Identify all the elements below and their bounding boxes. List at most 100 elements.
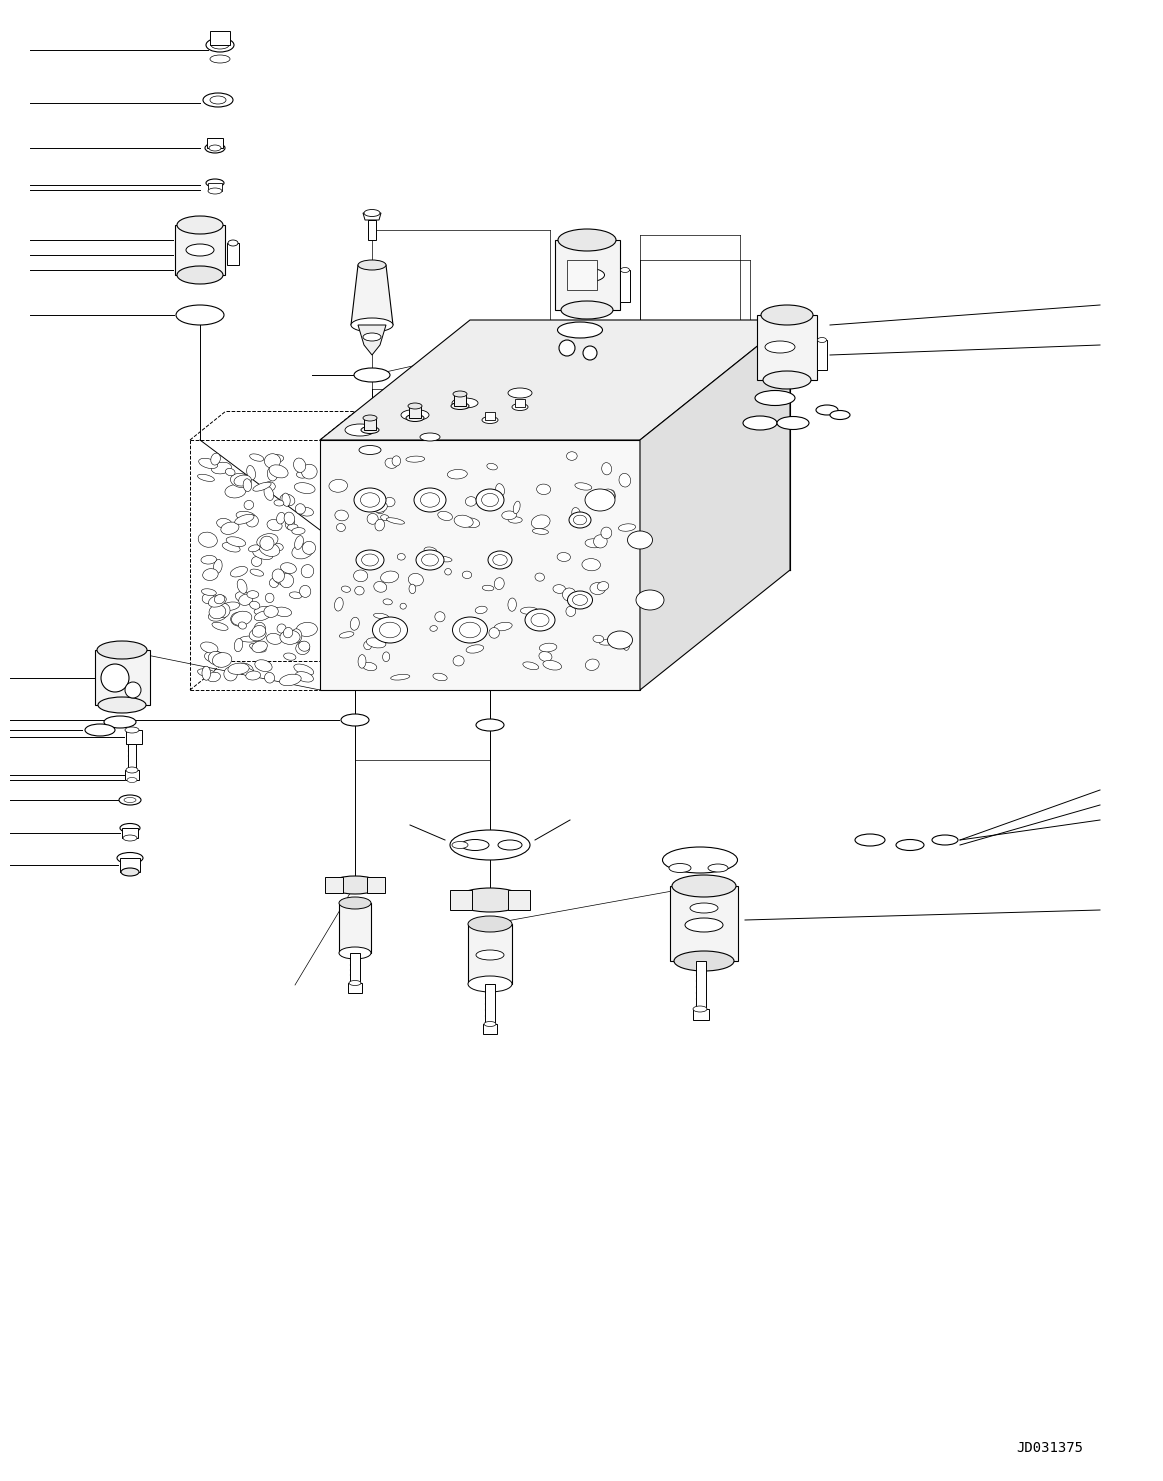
Ellipse shape <box>508 598 516 612</box>
Ellipse shape <box>363 415 377 421</box>
Ellipse shape <box>237 579 247 594</box>
Circle shape <box>101 663 129 692</box>
Ellipse shape <box>338 897 371 909</box>
Ellipse shape <box>98 698 147 712</box>
Ellipse shape <box>572 508 580 518</box>
Ellipse shape <box>264 486 273 501</box>
Ellipse shape <box>523 662 538 669</box>
Ellipse shape <box>120 823 140 832</box>
Ellipse shape <box>285 517 294 530</box>
Ellipse shape <box>380 515 390 521</box>
Ellipse shape <box>408 403 422 409</box>
Ellipse shape <box>557 321 602 338</box>
Ellipse shape <box>619 524 636 532</box>
Ellipse shape <box>245 671 261 680</box>
Ellipse shape <box>448 469 468 478</box>
Ellipse shape <box>200 641 217 653</box>
Ellipse shape <box>226 468 235 475</box>
Ellipse shape <box>349 980 361 985</box>
Ellipse shape <box>295 671 314 683</box>
Ellipse shape <box>708 863 728 872</box>
Ellipse shape <box>202 666 211 680</box>
Ellipse shape <box>465 496 477 507</box>
Ellipse shape <box>126 767 138 773</box>
Ellipse shape <box>561 301 613 318</box>
Ellipse shape <box>765 341 795 352</box>
Ellipse shape <box>543 661 562 669</box>
Ellipse shape <box>414 489 445 512</box>
Ellipse shape <box>373 582 387 592</box>
Ellipse shape <box>247 465 256 480</box>
Ellipse shape <box>383 598 392 604</box>
Ellipse shape <box>476 718 504 732</box>
Ellipse shape <box>266 634 283 644</box>
Ellipse shape <box>452 618 487 643</box>
Ellipse shape <box>566 606 576 616</box>
Ellipse shape <box>295 641 309 655</box>
Ellipse shape <box>601 527 612 539</box>
Bar <box>693 1009 709 1020</box>
Ellipse shape <box>207 672 221 681</box>
Ellipse shape <box>362 662 377 671</box>
Ellipse shape <box>408 573 423 586</box>
Bar <box>338 903 371 952</box>
Ellipse shape <box>896 840 923 850</box>
Ellipse shape <box>255 659 272 671</box>
Ellipse shape <box>376 507 384 514</box>
Ellipse shape <box>433 674 447 681</box>
Ellipse shape <box>291 629 302 643</box>
Ellipse shape <box>755 391 795 406</box>
Bar <box>409 406 421 418</box>
Ellipse shape <box>228 663 249 674</box>
Ellipse shape <box>350 618 359 631</box>
Ellipse shape <box>435 612 445 622</box>
Ellipse shape <box>593 635 604 643</box>
Ellipse shape <box>376 634 391 643</box>
Ellipse shape <box>520 607 538 615</box>
Ellipse shape <box>495 484 505 496</box>
Ellipse shape <box>373 613 388 619</box>
Bar <box>174 225 224 275</box>
Ellipse shape <box>208 610 227 621</box>
Bar <box>208 184 222 191</box>
Bar <box>485 412 495 421</box>
Ellipse shape <box>452 841 468 849</box>
Ellipse shape <box>628 532 652 549</box>
Ellipse shape <box>669 863 691 872</box>
Ellipse shape <box>384 498 395 507</box>
Ellipse shape <box>301 564 314 578</box>
Ellipse shape <box>202 592 214 604</box>
Ellipse shape <box>424 546 437 554</box>
Ellipse shape <box>761 305 813 324</box>
Ellipse shape <box>494 578 505 589</box>
Ellipse shape <box>212 622 228 631</box>
Ellipse shape <box>297 471 307 478</box>
Ellipse shape <box>214 560 222 573</box>
Ellipse shape <box>335 509 349 521</box>
Ellipse shape <box>250 569 264 576</box>
Ellipse shape <box>531 613 549 626</box>
Ellipse shape <box>379 622 400 638</box>
Ellipse shape <box>340 632 354 638</box>
Ellipse shape <box>585 659 599 671</box>
Ellipse shape <box>270 578 279 588</box>
Ellipse shape <box>451 403 469 410</box>
Ellipse shape <box>234 638 243 652</box>
Ellipse shape <box>272 569 285 582</box>
Ellipse shape <box>354 489 386 512</box>
Ellipse shape <box>124 727 140 733</box>
Ellipse shape <box>201 589 216 595</box>
Ellipse shape <box>816 404 839 415</box>
Ellipse shape <box>636 589 664 610</box>
Ellipse shape <box>685 918 723 932</box>
Ellipse shape <box>341 714 369 726</box>
Ellipse shape <box>279 573 293 588</box>
Ellipse shape <box>329 480 348 492</box>
Ellipse shape <box>463 572 472 579</box>
Ellipse shape <box>383 652 390 662</box>
Ellipse shape <box>582 558 600 570</box>
Ellipse shape <box>292 527 305 535</box>
Ellipse shape <box>763 372 811 390</box>
Ellipse shape <box>601 462 612 475</box>
Ellipse shape <box>531 515 550 529</box>
